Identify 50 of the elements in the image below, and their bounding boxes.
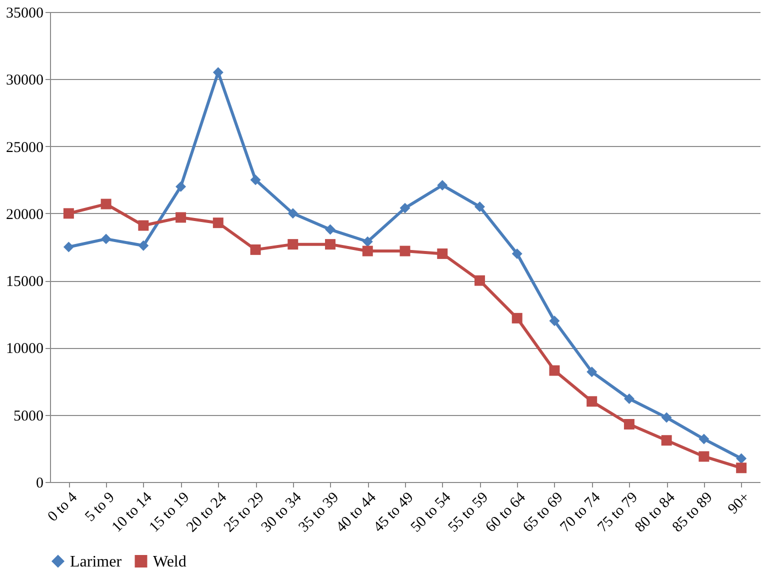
y-tick-label: 15000 <box>6 274 44 290</box>
point <box>474 275 485 286</box>
point <box>100 198 112 210</box>
point <box>325 239 336 250</box>
point <box>549 365 560 376</box>
point <box>437 248 448 259</box>
y-tick-label: 0 <box>36 476 44 492</box>
point <box>100 234 112 244</box>
point <box>63 242 74 252</box>
y-tick-label: 20000 <box>6 206 44 223</box>
point <box>400 202 410 214</box>
point <box>661 412 672 423</box>
point <box>63 208 74 219</box>
point <box>362 236 373 247</box>
point <box>325 224 336 235</box>
point <box>586 366 598 378</box>
point <box>512 312 522 324</box>
point <box>138 240 149 251</box>
point <box>512 248 522 259</box>
y-tick-label: 25000 <box>6 140 44 156</box>
y-tick-label: 35000 <box>6 6 44 22</box>
point <box>288 239 298 250</box>
point <box>176 212 186 223</box>
x-tick-label: 0 to 4 <box>45 489 81 525</box>
point <box>250 244 261 255</box>
point <box>474 201 485 212</box>
point <box>400 246 410 256</box>
point <box>212 218 224 228</box>
point <box>736 453 747 464</box>
point <box>138 220 149 231</box>
point <box>698 434 710 444</box>
legend-label: Weld <box>153 553 186 570</box>
point <box>362 246 373 256</box>
point <box>661 435 672 446</box>
point <box>586 396 598 407</box>
point <box>176 181 186 192</box>
point <box>736 462 747 474</box>
point <box>624 394 634 404</box>
point <box>698 451 710 462</box>
legend-label: Larimer <box>70 553 122 570</box>
point <box>549 316 560 326</box>
point <box>624 419 634 430</box>
x-tick-label: 90+ <box>725 490 754 518</box>
point <box>437 180 448 190</box>
y-tick-label: 10000 <box>6 341 44 358</box>
y-tick-label: 5000 <box>14 408 44 424</box>
point <box>250 174 261 186</box>
y-tick-label: 30000 <box>6 72 44 89</box>
point <box>288 208 298 219</box>
point <box>212 67 224 78</box>
